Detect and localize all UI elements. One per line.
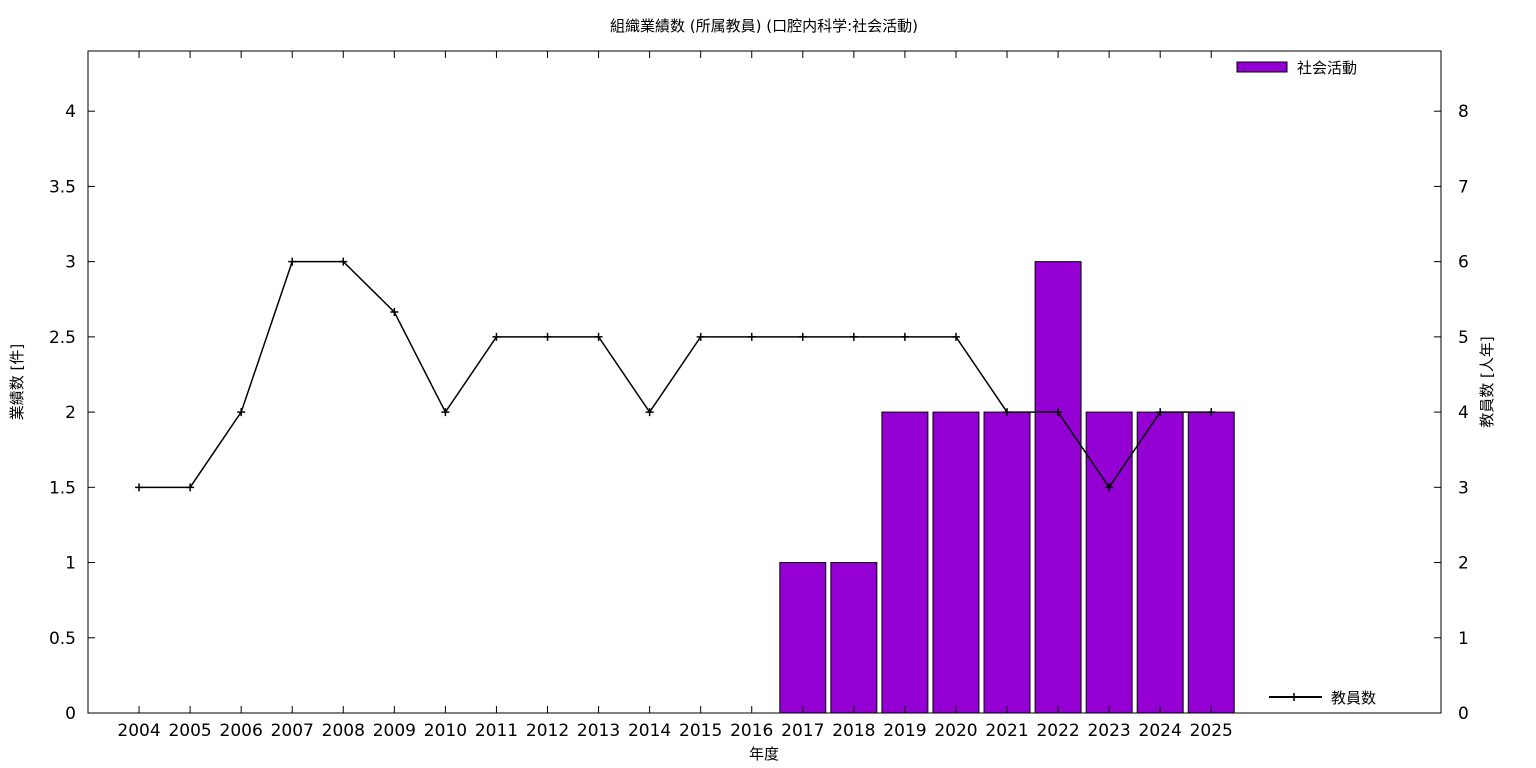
y2-tick-label: 6 [1458,253,1469,273]
legend-bar-swatch [1236,61,1288,73]
y-tick-label: 1.5 [49,478,76,498]
y-tick-label: 0.5 [49,629,76,649]
y-tick-label: 2 [65,403,76,423]
y-tick-label: 4 [65,102,76,122]
x-tick-label: 2010 [424,721,467,741]
x-tick-label: 2019 [883,721,926,741]
y-tick-label: 2.5 [49,328,76,348]
chart-title: 組織業績数 (所属教員) (口腔内科学:社会活動) [610,17,918,35]
y2-tick-label: 1 [1458,629,1469,649]
bar-2024 [1136,411,1184,714]
faculty-point-2012 [543,332,552,341]
faculty-point-2022 [1054,408,1063,417]
x-tick-label: 2023 [1087,721,1130,741]
faculty-point-2008 [339,257,348,266]
y2-tick-label: 4 [1458,403,1469,423]
x-tick-label: 2022 [1036,721,1079,741]
faculty-point-2019 [900,332,909,341]
bar-2022 [1034,261,1082,714]
x-tick-label: 2021 [985,721,1028,741]
faculty-point-2016 [747,332,756,341]
bar-2017 [779,562,827,714]
y-tick-label: 1 [65,554,76,574]
x-tick-label: 2017 [781,721,824,741]
faculty-point-2005 [186,483,195,492]
faculty-point-2006 [237,408,246,417]
ticks-layer: 0 0.5 1 1.5 2 2.5 3 3.5 4 0 1 2 3 4 5 6 7 8 2004 2005 2006 20… [49,51,1469,741]
faculty-point-2017 [798,332,807,341]
y2-tick-label: 8 [1458,102,1469,122]
faculty-point-2023 [1105,483,1114,492]
bar-2020 [932,411,980,714]
x-tick-label: 2005 [168,721,211,741]
y2-tick-label: 5 [1458,328,1469,348]
x-tick-label: 2012 [526,721,569,741]
legend-line-marker [1290,693,1298,701]
x-tick-label: 2024 [1139,721,1182,741]
faculty-point-2007 [288,257,297,266]
faculty-point-2024 [1156,408,1165,417]
x-tick-label: 2009 [373,721,416,741]
faculty-point-2014 [645,408,654,417]
legend-line: 教員数 [1269,689,1376,707]
x-tick-label: 2015 [679,721,722,741]
faculty-point-2018 [849,332,858,341]
line-layer [135,257,1216,492]
bar-2023 [1085,411,1133,714]
y-tick-label: 0 [65,704,76,724]
x-tick-label: 2014 [628,721,671,741]
legend-bar: 社会活動 [1236,59,1357,77]
x-tick-label: 2007 [271,721,314,741]
faculty-point-2011 [492,332,501,341]
y2-tick-label: 2 [1458,554,1469,574]
faculty-point-2025 [1207,408,1216,417]
bar-2018 [830,562,878,714]
faculty-point-2020 [951,332,960,341]
x-tick-label: 2004 [117,721,160,741]
y-tick-label: 3.5 [49,177,76,197]
bar-2019 [881,411,929,714]
faculty-point-2010 [441,408,450,417]
faculty-point-2021 [1003,408,1012,417]
x-tick-label: 2018 [832,721,875,741]
bar-2025 [1187,411,1235,714]
y2-tick-label: 0 [1458,704,1469,724]
legend-line-label: 教員数 [1331,689,1376,707]
y2-tick-label: 3 [1458,478,1469,498]
bars-layer [779,261,1235,714]
y-axis-label: 業績数 [件] [8,344,26,420]
x-axis-label: 年度 [749,745,779,763]
legend-bar-label: 社会活動 [1297,59,1357,77]
x-tick-label: 2016 [730,721,773,741]
x-tick-label: 2020 [934,721,977,741]
x-tick-label: 2011 [475,721,518,741]
y2-tick-label: 7 [1458,177,1469,197]
x-tick-label: 2013 [577,721,620,741]
faculty-point-2013 [594,332,603,341]
faculty-point-2009 [390,308,399,317]
bar-2021 [983,411,1031,714]
faculty-point-2004 [135,483,144,492]
faculty-point-2015 [696,332,705,341]
x-tick-label: 2025 [1190,721,1233,741]
x-tick-label: 2006 [220,721,263,741]
plot-frame [87,50,1442,714]
y2-axis-label: 教員数 [人年] [1478,336,1496,427]
faculty-line [139,260,1212,489]
x-tick-label: 2008 [322,721,365,741]
y-tick-label: 3 [65,253,76,273]
